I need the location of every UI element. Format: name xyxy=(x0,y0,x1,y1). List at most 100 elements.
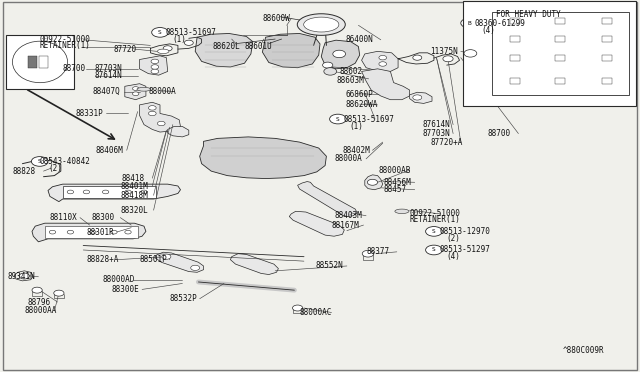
Text: 88401M: 88401M xyxy=(120,182,148,190)
Polygon shape xyxy=(230,254,278,275)
Bar xyxy=(63,186,156,198)
Text: 87720: 87720 xyxy=(114,45,137,54)
Circle shape xyxy=(31,157,48,166)
Ellipse shape xyxy=(137,87,151,91)
Text: 00922-51000: 00922-51000 xyxy=(40,35,90,44)
Text: 88418: 88418 xyxy=(122,174,145,183)
Circle shape xyxy=(32,287,42,293)
Ellipse shape xyxy=(12,41,68,83)
Circle shape xyxy=(19,273,29,279)
Text: 88000AC: 88000AC xyxy=(300,308,332,317)
Text: 88828: 88828 xyxy=(13,167,36,176)
Text: S: S xyxy=(432,229,436,234)
Text: 88700: 88700 xyxy=(62,64,85,73)
Polygon shape xyxy=(195,33,253,67)
Text: 88501P: 88501P xyxy=(140,255,167,264)
Text: 11375N: 11375N xyxy=(430,47,458,56)
Text: 88532P: 88532P xyxy=(170,294,197,303)
Text: (4): (4) xyxy=(447,252,461,261)
Bar xyxy=(510,18,520,24)
Circle shape xyxy=(152,28,168,37)
Bar xyxy=(6,35,74,89)
Circle shape xyxy=(324,68,337,75)
Circle shape xyxy=(148,106,156,110)
Circle shape xyxy=(151,65,159,69)
Text: 88000A: 88000A xyxy=(335,154,362,163)
Ellipse shape xyxy=(297,14,346,35)
Circle shape xyxy=(125,230,131,234)
Circle shape xyxy=(102,190,109,194)
Ellipse shape xyxy=(395,209,409,214)
Text: 88620WA: 88620WA xyxy=(346,100,378,109)
Circle shape xyxy=(323,62,333,68)
Text: 87614N: 87614N xyxy=(95,71,122,80)
Text: (2): (2) xyxy=(447,234,461,243)
Circle shape xyxy=(362,250,374,257)
Circle shape xyxy=(151,69,159,74)
Text: 88377: 88377 xyxy=(366,247,389,256)
Circle shape xyxy=(148,111,156,116)
Text: 88796: 88796 xyxy=(28,298,51,307)
Text: (2): (2) xyxy=(48,164,62,173)
Circle shape xyxy=(184,40,193,45)
Polygon shape xyxy=(168,126,189,137)
Text: 88331P: 88331P xyxy=(76,109,103,118)
Ellipse shape xyxy=(303,17,339,32)
Circle shape xyxy=(413,55,422,60)
Circle shape xyxy=(379,55,387,60)
Polygon shape xyxy=(262,33,320,68)
Polygon shape xyxy=(410,92,432,103)
Text: RETAINER(1): RETAINER(1) xyxy=(40,41,90,50)
Circle shape xyxy=(464,50,477,57)
Text: S: S xyxy=(38,159,42,164)
Bar xyxy=(556,78,566,84)
Circle shape xyxy=(141,190,147,194)
Polygon shape xyxy=(365,175,383,190)
Text: 08360-61299: 08360-61299 xyxy=(474,19,525,28)
Circle shape xyxy=(162,254,171,259)
Text: 00922-51000: 00922-51000 xyxy=(410,209,460,218)
Text: 88403M: 88403M xyxy=(334,211,362,220)
Text: 88110X: 88110X xyxy=(49,213,77,222)
Text: 88167M: 88167M xyxy=(332,221,359,230)
Circle shape xyxy=(49,230,56,234)
Text: 88300E: 88300E xyxy=(112,285,140,294)
Circle shape xyxy=(90,230,96,234)
Text: 88300: 88300 xyxy=(92,213,115,222)
Text: 88620L: 88620L xyxy=(212,42,240,51)
Text: 88000AB: 88000AB xyxy=(379,166,412,174)
Polygon shape xyxy=(362,69,410,100)
Text: 08543-40842: 08543-40842 xyxy=(40,157,90,166)
Polygon shape xyxy=(32,223,146,242)
Circle shape xyxy=(379,62,387,66)
Text: (4): (4) xyxy=(481,26,495,35)
Text: 08513-12970: 08513-12970 xyxy=(439,227,490,236)
Text: 87703N: 87703N xyxy=(422,129,450,138)
Circle shape xyxy=(163,46,172,51)
Circle shape xyxy=(191,265,200,270)
Polygon shape xyxy=(140,102,180,132)
Bar xyxy=(602,55,612,61)
Circle shape xyxy=(83,190,90,194)
Text: (1): (1) xyxy=(349,122,364,131)
Circle shape xyxy=(426,245,442,255)
Circle shape xyxy=(292,305,303,311)
Text: 88418M: 88418M xyxy=(120,191,148,200)
Text: B: B xyxy=(467,20,471,26)
Bar xyxy=(602,36,612,42)
Polygon shape xyxy=(362,51,398,71)
Text: 88828+A: 88828+A xyxy=(86,255,119,264)
Text: 88600W: 88600W xyxy=(262,14,290,23)
Bar xyxy=(602,78,612,84)
Bar xyxy=(556,36,566,42)
Text: 88602: 88602 xyxy=(339,67,362,76)
Polygon shape xyxy=(155,252,204,272)
Text: 88457: 88457 xyxy=(384,185,407,194)
Circle shape xyxy=(111,230,117,234)
Circle shape xyxy=(330,114,346,124)
Text: 08513-51297: 08513-51297 xyxy=(439,246,490,254)
Text: FOR HEAVY DUTY: FOR HEAVY DUTY xyxy=(496,10,561,19)
Text: 88320L: 88320L xyxy=(120,206,148,215)
Circle shape xyxy=(54,290,64,296)
Text: 08513-51697: 08513-51697 xyxy=(165,28,216,37)
